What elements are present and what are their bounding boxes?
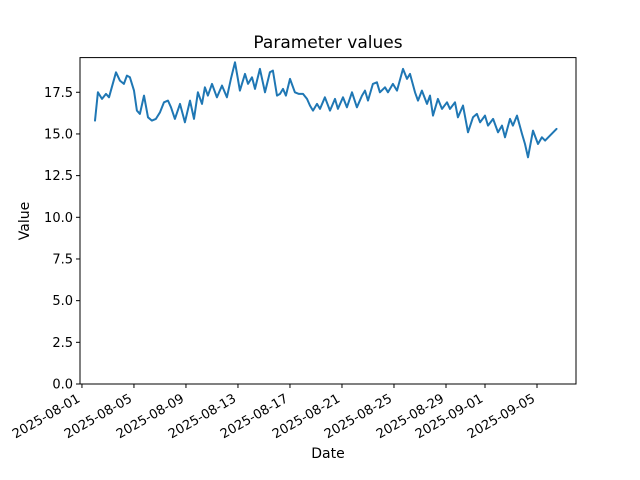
y-tick-label: 5.0	[52, 294, 73, 309]
y-tick-label: 2.5	[52, 336, 73, 351]
series-line	[94, 61, 558, 159]
chart-title: Parameter values	[253, 33, 403, 53]
x-axis-label: Date	[311, 446, 345, 462]
y-tick-label: 17.5	[44, 86, 73, 101]
axes-frame	[79, 57, 577, 385]
y-tick-label: 15.0	[44, 127, 73, 142]
y-tick-label: 10.0	[44, 211, 73, 226]
y-tick-label: 0.0	[52, 378, 73, 393]
y-tick-label: 12.5	[44, 169, 73, 184]
y-tick-label: 7.5	[52, 252, 73, 267]
